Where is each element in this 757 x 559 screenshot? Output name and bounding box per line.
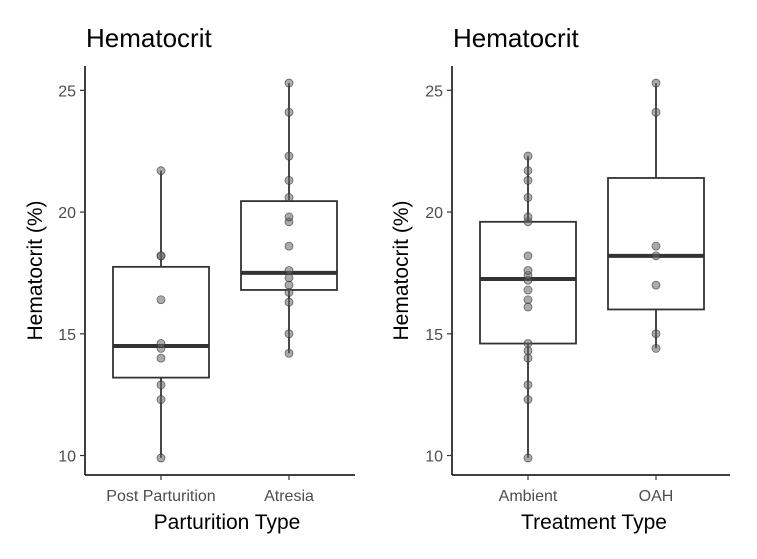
data-point (284, 176, 294, 185)
x-tick-label: Post Parturition (106, 488, 215, 505)
y-axis-title: Hematocrit (%) (24, 200, 47, 340)
data-point (523, 339, 533, 348)
box-group (607, 78, 705, 353)
data-point (284, 107, 294, 117)
y-tick-label: 20 (425, 205, 443, 222)
data-point (156, 395, 166, 404)
box-group (240, 78, 338, 358)
data-point (651, 241, 661, 251)
data-point (156, 166, 166, 176)
data-point (651, 107, 661, 117)
data-point (523, 380, 533, 390)
data-point (156, 339, 166, 348)
data-point (523, 285, 533, 295)
data-point (284, 297, 294, 307)
data-point (156, 380, 166, 390)
data-point (651, 329, 661, 339)
data-point (284, 241, 294, 251)
panel-treatment-type: Hematocrit 10 15 20 25 Hematocrit (%) Treatmen… (390, 23, 730, 534)
y-tick-label: 15 (425, 327, 443, 344)
x-axis-title: Treatment Type (521, 511, 667, 534)
data-point (523, 212, 533, 222)
data-point (523, 266, 533, 275)
data-point (523, 346, 533, 356)
data-point (523, 453, 533, 463)
data-point (156, 295, 166, 305)
y-axis-title: Hematocrit (%) (390, 200, 413, 340)
data-point (523, 302, 533, 312)
data-point (156, 453, 166, 463)
box-group (479, 151, 577, 463)
y-tick-label: 15 (58, 327, 76, 344)
data-point (284, 266, 294, 275)
data-point (284, 212, 294, 222)
data-point (284, 348, 294, 358)
chart-title: Hematocrit (86, 23, 212, 53)
data-point (651, 78, 661, 88)
data-point (284, 78, 294, 88)
y-tick-label: 25 (58, 83, 76, 100)
data-point (523, 395, 533, 404)
data-point (523, 193, 533, 202)
data-point (523, 353, 533, 363)
x-axis-title: Parturition Type (154, 511, 301, 534)
data-point (284, 288, 294, 297)
data-point (523, 166, 533, 176)
data-point (284, 273, 294, 283)
data-point (284, 193, 294, 202)
data-point (284, 280, 294, 290)
data-point (284, 151, 294, 161)
y-tick-label: 20 (58, 205, 76, 222)
data-point (523, 295, 533, 305)
data-point (523, 151, 533, 161)
data-point (156, 353, 166, 363)
data-point (523, 176, 533, 185)
x-tick-label: Ambient (499, 488, 558, 505)
data-point (651, 280, 661, 290)
y-tick-label: 10 (58, 449, 76, 466)
x-tick-label: Atresia (264, 488, 314, 505)
x-tick-label: OAH (639, 488, 674, 505)
data-point (284, 329, 294, 339)
data-point (651, 344, 661, 353)
box-group (112, 166, 210, 463)
y-tick-label: 25 (425, 83, 443, 100)
data-point (651, 251, 661, 261)
data-point (523, 251, 533, 261)
chart-title: Hematocrit (453, 23, 579, 53)
data-point (156, 251, 166, 261)
panel-parturition-type: Hematocrit 10 15 20 25 Hematocrit (%) Parturit… (24, 23, 355, 534)
y-tick-label: 10 (425, 449, 443, 466)
